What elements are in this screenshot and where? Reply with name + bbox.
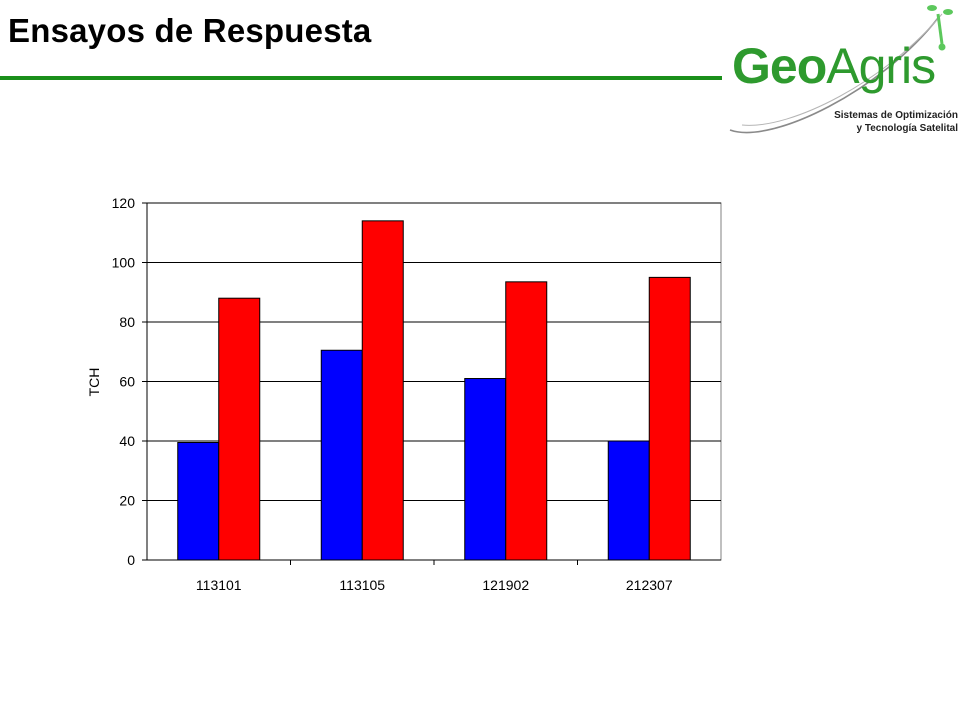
page-title: Ensayos de Respuesta (8, 12, 372, 49)
bar (648, 276, 691, 561)
y-tick-label: 40 (119, 433, 135, 449)
x-tick-label: 113105 (339, 577, 385, 593)
x-tick-label: 212307 (626, 577, 673, 593)
title-underline (0, 76, 722, 80)
y-tick-label: 100 (112, 255, 136, 271)
x-tick-label: 121902 (482, 577, 529, 593)
logo-geo-text: Geo (732, 38, 827, 94)
bar (177, 441, 220, 561)
y-tick-label: 80 (119, 314, 135, 330)
bar (320, 349, 363, 561)
x-tick-label: 113101 (196, 577, 242, 593)
y-axis-title: TCH (86, 368, 102, 397)
logo-tagline-1: Sistemas de Optimización (834, 110, 958, 121)
y-tick-label: 120 (112, 195, 136, 211)
logo-wordmark: GeoAgris (732, 36, 936, 96)
geoagris-logo: GeoAgris Sistemas de Optimización y Tecn… (712, 0, 960, 140)
logo-tagline-2: y Tecnología Satelital (856, 123, 958, 134)
logo-agris-text: Agris (826, 38, 936, 94)
logo-swoosh-graphic (729, 5, 953, 134)
bar (505, 281, 548, 561)
y-tick-label: 60 (119, 374, 135, 390)
y-tick-label: 20 (119, 493, 135, 509)
bar (361, 220, 404, 561)
y-tick-label: 0 (127, 552, 135, 568)
bar (464, 378, 507, 561)
bar (218, 297, 261, 561)
bar (607, 440, 650, 561)
